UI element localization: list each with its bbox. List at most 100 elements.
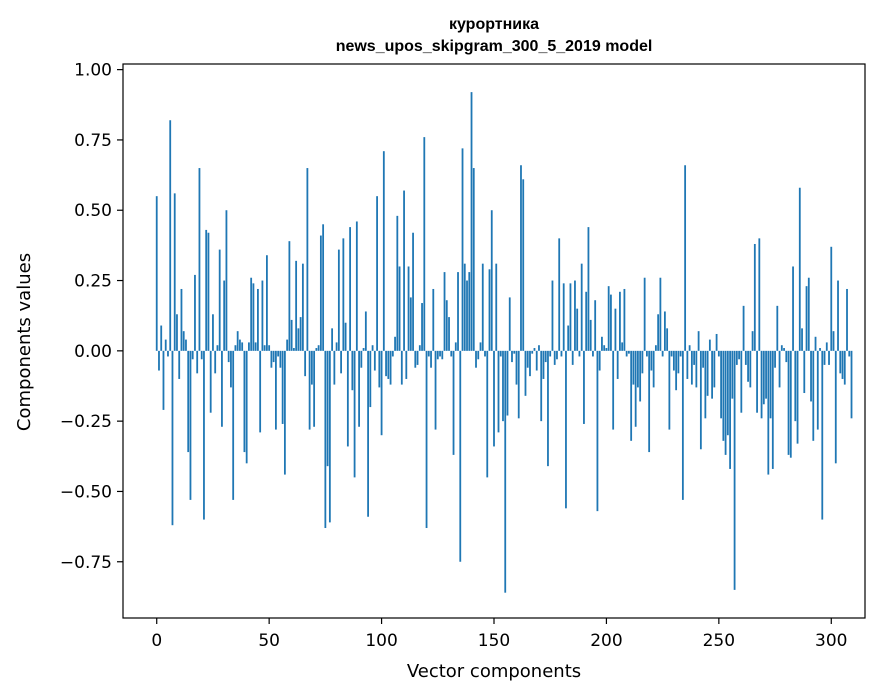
- bar-273: [769, 350, 772, 419]
- bar-151: [495, 263, 498, 351]
- bar-27: [216, 345, 219, 351]
- bar-266: [753, 243, 756, 351]
- bar-95: [369, 350, 372, 408]
- bar-62: [295, 260, 298, 351]
- bar-58: [286, 339, 289, 351]
- bar-26: [214, 350, 217, 374]
- bar-139: [468, 272, 471, 351]
- x-tick-label: 50: [258, 631, 280, 651]
- bar-150: [493, 350, 495, 447]
- bar-176: [551, 280, 554, 351]
- bar-153: [499, 350, 502, 357]
- y-tick-label: 0.50: [74, 201, 112, 221]
- bar-38: [241, 342, 244, 351]
- bar-7: [171, 350, 174, 526]
- bar-196: [596, 350, 599, 512]
- x-tick-label: 250: [703, 631, 735, 651]
- bar-198: [601, 336, 603, 351]
- bar-183: [567, 325, 570, 351]
- bar-115: [414, 350, 417, 368]
- bar-57: [283, 350, 286, 475]
- bar-295: [819, 348, 821, 351]
- x-tick-label: 200: [590, 631, 622, 651]
- bar-264: [749, 350, 752, 388]
- bar-238: [690, 350, 693, 385]
- bar-288: [803, 350, 806, 394]
- bar-298: [825, 342, 828, 351]
- bar-251: [720, 350, 722, 419]
- bar-56: [281, 350, 284, 424]
- bar-82: [340, 350, 342, 374]
- bar-149: [490, 210, 493, 351]
- bar-216: [641, 350, 644, 374]
- bar-253: [724, 350, 727, 455]
- bar-284: [794, 350, 797, 422]
- bar-157: [508, 297, 511, 351]
- bar-173: [544, 350, 547, 363]
- bar-237: [688, 345, 691, 351]
- bar-246: [708, 339, 711, 351]
- bar-211: [630, 350, 633, 441]
- bar-146: [484, 350, 486, 357]
- bar-255: [729, 350, 731, 469]
- bar-42: [250, 277, 253, 351]
- bar-8: [173, 193, 176, 351]
- bar-92: [362, 348, 365, 351]
- x-axis-ticks: 0 50 100 150 200 250 300: [151, 618, 847, 651]
- bar-61: [292, 348, 295, 351]
- bar-282: [789, 350, 792, 458]
- bar-91: [360, 350, 363, 368]
- bar-152: [497, 350, 500, 433]
- y-tick-label: 1.00: [74, 61, 112, 81]
- bars-group: [155, 92, 853, 593]
- bar-170: [538, 345, 540, 351]
- bar-213: [634, 350, 637, 427]
- bar-304: [839, 350, 842, 374]
- bar-163: [522, 179, 525, 351]
- bar-80: [335, 342, 338, 351]
- bar-90: [358, 350, 360, 427]
- bar-191: [585, 291, 588, 351]
- bar-44: [254, 342, 257, 351]
- bar-192: [587, 227, 590, 351]
- bar-292: [812, 350, 815, 441]
- bar-114: [412, 232, 414, 351]
- bar-286: [798, 187, 801, 351]
- bar-19: [198, 168, 201, 351]
- bar-167: [531, 350, 534, 354]
- bar-72: [317, 345, 320, 351]
- bar-46: [259, 350, 262, 433]
- bar-111: [405, 350, 408, 379]
- bar-309: [850, 350, 853, 419]
- x-axis-label: Vector components: [407, 661, 581, 682]
- bar-205: [616, 350, 619, 379]
- bar-37: [239, 339, 241, 351]
- bar-164: [524, 350, 527, 396]
- bar-51: [270, 350, 273, 368]
- bar-263: [747, 350, 749, 382]
- bar-120: [425, 350, 428, 529]
- bar-235: [684, 165, 687, 351]
- bar-261: [742, 305, 745, 351]
- bar-161: [517, 350, 520, 419]
- bar-184: [569, 283, 572, 351]
- bar-272: [767, 350, 770, 475]
- bar-249: [715, 333, 718, 351]
- x-tick-label: 300: [815, 631, 847, 651]
- bar-294: [816, 350, 819, 430]
- bar-223: [657, 314, 660, 351]
- bar-281: [787, 350, 790, 455]
- bar-300: [830, 246, 833, 351]
- bar-93: [364, 311, 367, 351]
- bar-267: [756, 350, 758, 413]
- bar-297: [823, 350, 826, 365]
- bar-296: [821, 350, 824, 520]
- bar-148: [488, 269, 491, 351]
- bar-49: [266, 255, 268, 351]
- bar-175: [549, 350, 552, 357]
- bar-239: [693, 350, 696, 365]
- bar-6: [169, 120, 172, 351]
- bar-84: [344, 322, 347, 351]
- bar-102: [385, 350, 387, 377]
